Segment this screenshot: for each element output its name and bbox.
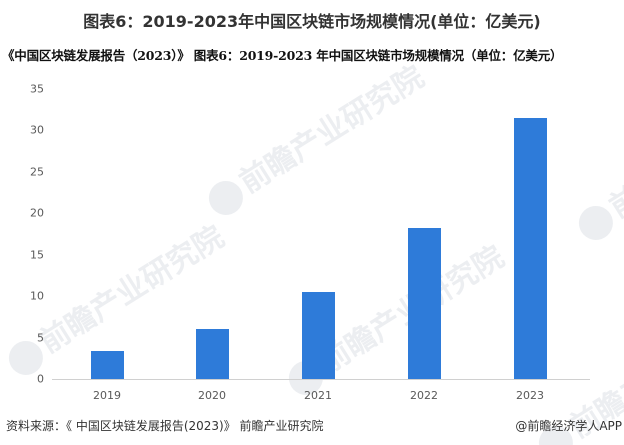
y-tick-label: 35 (30, 82, 44, 96)
x-tick-label: 2021 (304, 389, 332, 402)
bar-2021 (301, 292, 335, 379)
x-axis-line (52, 379, 590, 380)
x-tick-label: 2019 (93, 389, 121, 402)
chart-subtitle: 《中国区块链发展报告（2023）》 图表6：2019-2023 年中国区块链市场… (2, 48, 563, 63)
y-tick-label: 15 (30, 248, 44, 262)
bar-2022 (407, 228, 441, 379)
chart-title: 图表6：2019-2023年中国区块链市场规模情况(单位：亿美元) (83, 12, 541, 31)
y-tick-label: 25 (30, 165, 44, 179)
bar-2019 (90, 350, 124, 379)
credit-note: @前瞻经济学人APP (515, 419, 622, 433)
bar-2020 (195, 329, 229, 379)
y-tick-label: 0 (37, 372, 44, 386)
x-tick-label: 2022 (410, 389, 438, 402)
source-note: 资料来源：《 中国区块链发展报告(2023)》 前瞻产业研究院 (6, 419, 324, 433)
y-tick-label: 30 (30, 123, 44, 137)
bar-2023 (513, 118, 547, 379)
y-tick-label: 5 (37, 331, 44, 345)
y-tick-label: 20 (30, 206, 44, 220)
x-tick-label: 2020 (198, 389, 226, 402)
y-tick-label: 10 (30, 289, 44, 303)
x-tick-label: 2023 (516, 389, 544, 402)
